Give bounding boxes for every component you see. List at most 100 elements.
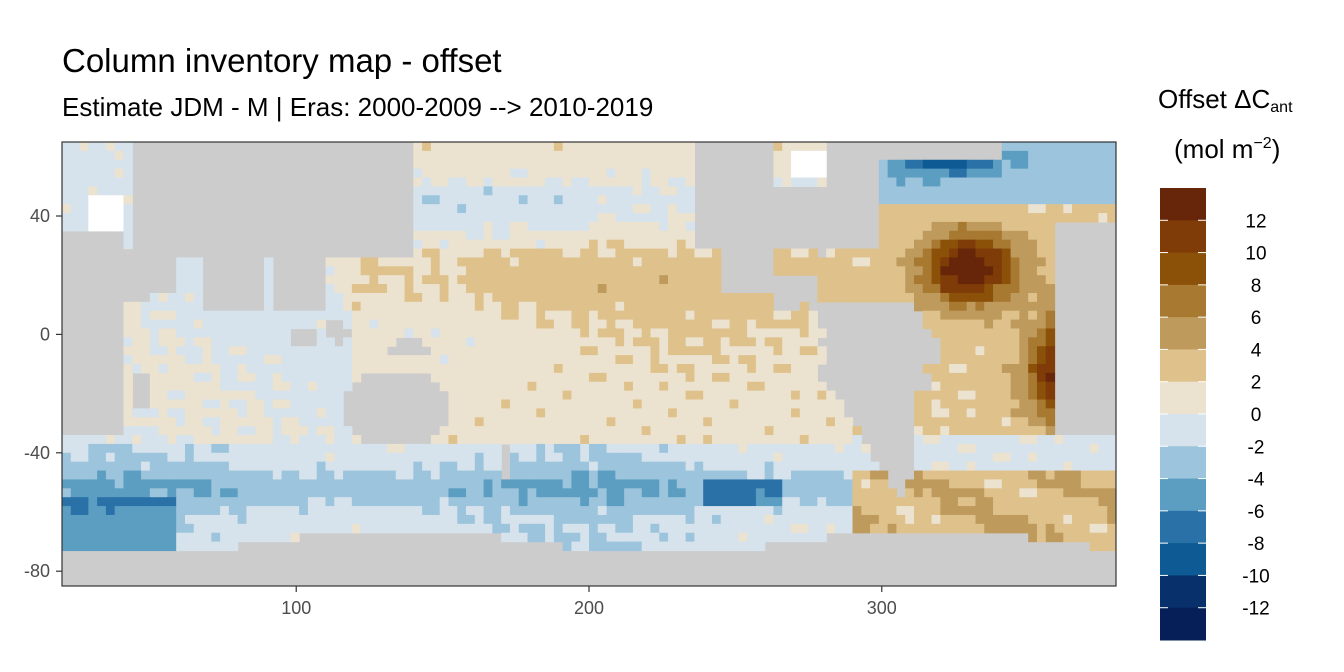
ocean-cell	[949, 461, 959, 472]
ocean-cell	[624, 142, 634, 152]
ocean-cell	[1010, 381, 1020, 392]
ocean-cell	[676, 523, 687, 534]
ocean-cell	[509, 177, 520, 187]
ocean-cell	[571, 221, 581, 232]
ocean-cell	[492, 195, 502, 205]
ocean-cell	[466, 150, 476, 161]
ocean-cell	[220, 364, 230, 374]
ocean-cell	[404, 497, 414, 507]
ocean-cell	[834, 266, 845, 276]
ocean-cell	[940, 390, 950, 401]
ocean-cell	[650, 532, 660, 543]
ocean-cell	[404, 461, 414, 472]
ocean-cell	[694, 266, 704, 276]
ocean-cell	[1001, 301, 1012, 312]
ocean-cell	[834, 408, 845, 418]
ocean-cell	[580, 399, 590, 409]
ocean-cell	[580, 292, 590, 303]
ocean-cell	[659, 142, 669, 152]
ocean-cell	[1072, 506, 1082, 516]
ocean-cell	[255, 346, 265, 356]
ocean-cell	[457, 390, 467, 401]
ocean-cell	[913, 408, 924, 418]
ocean-cell	[799, 488, 810, 498]
ocean-cell	[931, 159, 941, 170]
ocean-cell	[1001, 479, 1012, 489]
ocean-cell	[615, 284, 625, 294]
ocean-cell	[808, 506, 818, 516]
ocean-cell	[711, 435, 722, 445]
ocean-cell	[1028, 506, 1038, 516]
ocean-cell	[1054, 213, 1064, 223]
ocean-cell	[62, 221, 72, 232]
ocean-cell	[650, 417, 660, 427]
ocean-cell	[597, 292, 608, 303]
ocean-cell	[641, 284, 652, 294]
ocean-cell	[1063, 159, 1073, 170]
ocean-cell	[1001, 399, 1012, 409]
ocean-cell	[422, 142, 432, 152]
ocean-cell	[1010, 257, 1020, 267]
ocean-cell	[422, 355, 432, 365]
ocean-cell	[1080, 186, 1091, 196]
y-tick-label: -40	[24, 443, 50, 463]
ocean-cell	[993, 523, 1003, 534]
ocean-cell	[641, 443, 652, 454]
ocean-cell	[1089, 435, 1100, 445]
ocean-cell	[606, 435, 616, 445]
ocean-cell	[474, 417, 485, 427]
ocean-cell	[641, 408, 652, 418]
ocean-cell	[711, 310, 722, 321]
ocean-cell	[580, 195, 590, 205]
ocean-cell	[492, 390, 502, 401]
ocean-cell	[474, 364, 485, 374]
ocean-cell	[123, 337, 133, 347]
ocean-cell	[615, 177, 625, 187]
ocean-cell	[694, 310, 704, 321]
ocean-cell	[501, 399, 511, 409]
ocean-cell	[993, 408, 1003, 418]
ocean-cell	[1028, 408, 1038, 418]
ocean-cell	[993, 443, 1003, 454]
ocean-cell	[325, 426, 335, 436]
ocean-cell	[887, 177, 898, 187]
ocean-cell	[518, 150, 529, 161]
ocean-cell	[114, 461, 125, 472]
ocean-cell	[703, 399, 713, 409]
ocean-cell	[615, 426, 625, 436]
ocean-cell	[729, 435, 739, 445]
ocean-cell	[536, 364, 546, 374]
ocean-cell	[1072, 159, 1082, 170]
ocean-cell	[211, 399, 221, 409]
ocean-cell	[597, 435, 608, 445]
ocean-cell	[782, 417, 792, 427]
ocean-cell	[299, 435, 309, 445]
ocean-cell	[1036, 497, 1047, 507]
ocean-cell	[597, 284, 608, 294]
ocean-cell	[843, 443, 854, 454]
ocean-cell	[1089, 150, 1100, 161]
ocean-cell	[826, 488, 836, 498]
ocean-cell	[536, 310, 546, 321]
ocean-cell	[518, 142, 529, 152]
ocean-cell	[957, 399, 968, 409]
ocean-cell	[466, 435, 476, 445]
ocean-cell	[799, 266, 810, 276]
ocean-cell	[255, 470, 265, 481]
ocean-cell	[676, 435, 687, 445]
ocean-cell	[325, 408, 335, 418]
ocean-cell	[729, 461, 739, 472]
ocean-cell	[571, 541, 581, 552]
ocean-cell	[843, 497, 854, 507]
ocean-cell	[483, 292, 493, 303]
ocean-cell	[413, 177, 423, 187]
ocean-cell	[931, 452, 941, 463]
ocean-cell	[553, 292, 564, 303]
ocean-cell	[922, 319, 933, 330]
ocean-cell	[1010, 159, 1020, 170]
ocean-cell	[826, 284, 836, 294]
ocean-cell	[1010, 470, 1020, 481]
ocean-cell	[1001, 346, 1012, 356]
ocean-cell	[580, 230, 590, 241]
ocean-cell	[676, 337, 687, 347]
